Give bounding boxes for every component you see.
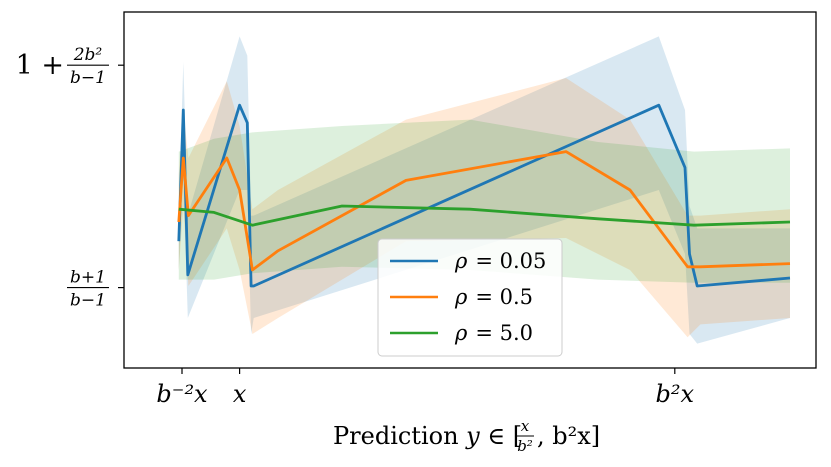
confidence-bands <box>178 36 791 344</box>
svg-text:1 +: 1 + <box>16 50 64 81</box>
legend-label-rho-0.5: ρ = 0.5 <box>454 285 533 309</box>
band-series-0 <box>178 36 791 344</box>
y-tick-label-1: 2b² b−1 1 + <box>16 45 109 88</box>
band-series-1 <box>178 78 791 338</box>
legend: ρ = 0.05 ρ = 0.5 ρ = 5.0 <box>377 238 563 357</box>
svg-text:Prediction y ∈ [: Prediction y ∈ [ <box>333 422 522 450</box>
svg-text:2b²: 2b² <box>73 45 103 65</box>
plot-frame <box>123 11 817 369</box>
legend-label-rho-5.0: ρ = 5.0 <box>454 321 533 345</box>
svg-text:b²: b² <box>517 437 533 455</box>
x-tick-label-2: b²x <box>656 380 695 408</box>
line-series-1 <box>177 150 791 272</box>
series-lines <box>177 103 791 288</box>
svg-text:x: x <box>521 417 530 435</box>
band-series-2 <box>178 119 791 283</box>
x-tick-label-1: x <box>233 380 247 408</box>
svg-text:, b²x]: , b²x] <box>537 422 600 450</box>
line-series-2 <box>178 204 791 227</box>
svg-text:b−1: b−1 <box>70 68 106 88</box>
x-axis-ticks: b⁻²x x b²x <box>156 368 695 408</box>
x-axis-label: Prediction y ∈ [ x b² , b²x] <box>333 417 600 455</box>
svg-text:b−1: b−1 <box>70 291 106 311</box>
svg-text:b+1: b+1 <box>70 268 106 288</box>
y-tick-label-0: b+1b−1 <box>67 268 109 311</box>
line-series-0 <box>177 103 791 288</box>
legend-label-rho-0.05: ρ = 0.05 <box>454 249 546 273</box>
x-tick-label-0: b⁻²x <box>156 380 208 408</box>
